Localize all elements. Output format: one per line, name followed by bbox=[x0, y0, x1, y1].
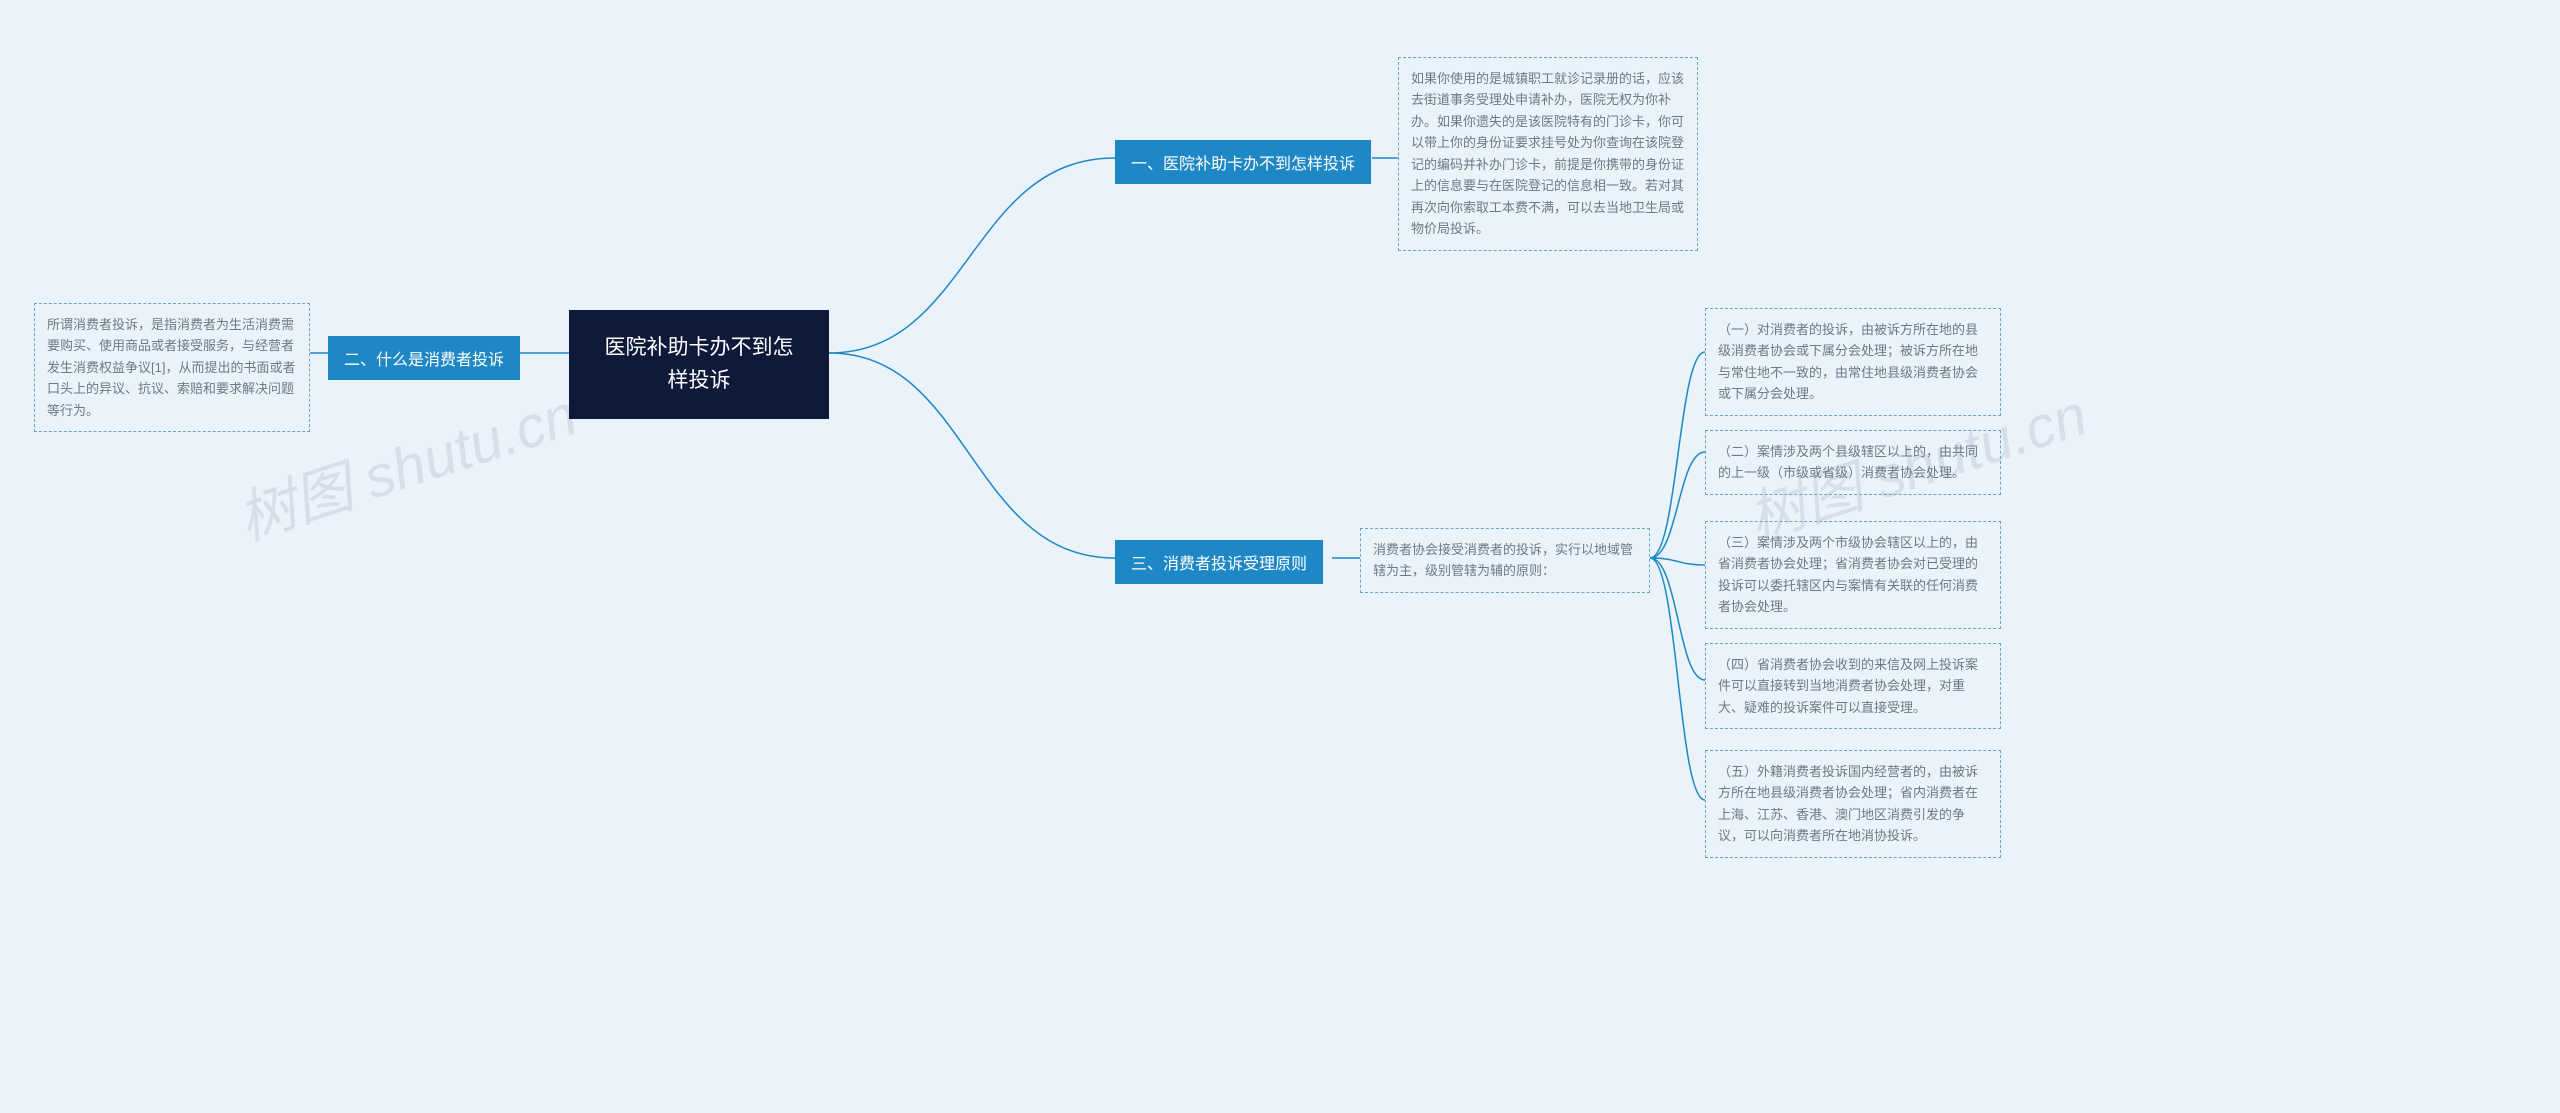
branch-3[interactable]: 三、消费者投诉受理原则 bbox=[1115, 540, 1323, 584]
branch-3-sub-1[interactable]: （一）对消费者的投诉，由被诉方所在地的县级消费者协会或下属分会处理；被诉方所在地… bbox=[1705, 308, 2001, 416]
branch-3-leaf[interactable]: 消费者协会接受消费者的投诉，实行以地域管辖为主，级别管辖为辅的原则： bbox=[1360, 528, 1650, 593]
branch-2[interactable]: 二、什么是消费者投诉 bbox=[328, 336, 520, 380]
center-node[interactable]: 医院补助卡办不到怎样投诉 bbox=[569, 310, 829, 419]
branch-2-leaf[interactable]: 所谓消费者投诉，是指消费者为生活消费需要购买、使用商品或者接受服务，与经营者发生… bbox=[34, 303, 310, 432]
branch-3-sub-5[interactable]: （五）外籍消费者投诉国内经营者的，由被诉方所在地县级消费者协会处理；省内消费者在… bbox=[1705, 750, 2001, 858]
branch-3-sub-3[interactable]: （三）案情涉及两个市级协会辖区以上的，由省消费者协会处理；省消费者协会对已受理的… bbox=[1705, 521, 2001, 629]
branch-1-leaf[interactable]: 如果你使用的是城镇职工就诊记录册的话，应该去街道事务受理处申请补办，医院无权为你… bbox=[1398, 57, 1698, 251]
branch-3-sub-2[interactable]: （二）案情涉及两个县级辖区以上的，由共同的上一级（市级或省级）消费者协会处理。 bbox=[1705, 430, 2001, 495]
branch-1[interactable]: 一、医院补助卡办不到怎样投诉 bbox=[1115, 140, 1371, 184]
branch-3-sub-4[interactable]: （四）省消费者协会收到的来信及网上投诉案件可以直接转到当地消费者协会处理，对重大… bbox=[1705, 643, 2001, 729]
